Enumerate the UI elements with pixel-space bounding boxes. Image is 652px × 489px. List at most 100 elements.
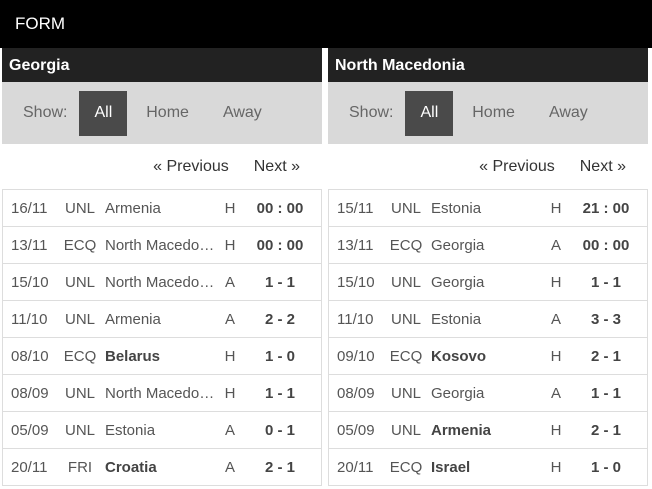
match-row[interactable]: 09/10 ECQ Kosovo H 2 - 1 [329, 338, 647, 375]
match-venue: H [224, 347, 236, 365]
match-row[interactable]: 15/10 UNL North Macedonia A 1 - 1 [3, 264, 321, 301]
match-score: 1 - 0 [264, 347, 295, 365]
match-competition: ECQ [389, 458, 423, 476]
match-row[interactable]: 20/11 FRI Croatia A 2 - 1 [3, 449, 321, 486]
match-venue: H [550, 273, 562, 291]
filter-all-button[interactable]: All [405, 90, 454, 136]
match-score: 00 : 00 [582, 236, 630, 254]
match-row[interactable]: 08/09 UNL North Macedonia H 1 - 1 [3, 375, 321, 412]
match-venue: H [224, 236, 236, 254]
match-opponent: North Macedonia [105, 384, 215, 402]
match-score: 1 - 1 [264, 384, 295, 402]
show-label: Show: [349, 104, 394, 121]
next-link[interactable]: Next » [579, 157, 626, 175]
match-venue: H [550, 458, 562, 476]
match-opponent: Armenia [105, 199, 161, 217]
match-opponent: North Macedonia [105, 236, 215, 254]
match-score: 2 - 1 [264, 458, 295, 476]
match-row[interactable]: 11/10 UNL Estonia A 3 - 3 [329, 301, 647, 338]
match-date: 09/10 [337, 347, 375, 365]
match-date: 08/10 [11, 347, 49, 365]
match-score: 1 - 1 [264, 273, 295, 291]
match-date: 11/10 [337, 310, 374, 328]
filter-away-button[interactable]: Away [222, 104, 262, 121]
team-panel-north-macedonia: North Macedonia Show: All Home Away « Pr… [328, 48, 648, 486]
match-venue: A [224, 273, 235, 291]
match-venue: A [224, 458, 235, 476]
match-competition: ECQ [63, 347, 97, 365]
match-venue: H [224, 199, 236, 217]
match-score: 1 - 1 [590, 273, 621, 291]
match-date: 05/09 [11, 421, 49, 439]
match-date: 08/09 [337, 384, 375, 402]
match-date: 15/10 [11, 273, 49, 291]
match-venue: H [550, 421, 562, 439]
match-venue: H [550, 347, 562, 365]
match-competition: ECQ [63, 236, 97, 254]
filter-home-button[interactable]: Home [472, 104, 515, 121]
match-venue: A [550, 310, 561, 328]
match-opponent: Georgia [431, 273, 485, 291]
match-row[interactable]: 20/11 ECQ Israel H 1 - 0 [329, 449, 647, 486]
match-date: 11/10 [11, 310, 48, 328]
match-opponent: Kosovo [431, 347, 487, 365]
match-opponent: Armenia [105, 310, 161, 328]
match-row[interactable]: 08/09 UNL Georgia A 1 - 1 [329, 375, 647, 412]
match-row[interactable]: 11/10 UNL Armenia A 2 - 2 [3, 301, 321, 338]
filter-away-button[interactable]: Away [548, 104, 588, 121]
previous-link[interactable]: « Previous [153, 157, 229, 175]
match-competition: UNL [64, 384, 95, 402]
match-opponent: Georgia [431, 384, 485, 402]
match-venue: A [224, 310, 235, 328]
match-competition: UNL [390, 421, 421, 439]
team-name: Georgia [2, 48, 322, 82]
match-date: 13/11 [337, 236, 374, 254]
match-row[interactable]: 13/11 ECQ Georgia A 00 : 00 [329, 227, 647, 264]
match-competition: UNL [64, 421, 95, 439]
match-opponent: Estonia [431, 310, 482, 328]
match-score: 0 - 1 [264, 421, 295, 439]
match-competition: UNL [390, 384, 421, 402]
match-opponent: Georgia [431, 236, 485, 254]
match-venue: A [550, 236, 561, 254]
match-row[interactable]: 05/09 UNL Estonia A 0 - 1 [3, 412, 321, 449]
pager: « Previous Next » [328, 144, 648, 189]
match-list: 16/11 UNL Armenia H 00 : 00 13/11 ECQ North Mac… [2, 189, 322, 486]
form-header: FORM [0, 0, 652, 48]
next-link[interactable]: Next » [253, 157, 300, 175]
match-date: 16/11 [11, 199, 48, 217]
match-competition: UNL [390, 310, 421, 328]
match-row[interactable]: 16/11 UNL Armenia H 00 : 00 [3, 190, 321, 227]
match-competition: UNL [64, 199, 95, 217]
match-row[interactable]: 13/11 ECQ North Macedonia H 00 : 00 [3, 227, 321, 264]
match-score: 00 : 00 [256, 199, 304, 217]
match-date: 15/11 [337, 199, 374, 217]
team-name: North Macedonia [328, 48, 648, 82]
match-competition: UNL [64, 310, 95, 328]
match-opponent: Israel [431, 458, 471, 476]
match-opponent: Croatia [105, 458, 157, 476]
match-opponent: Armenia [431, 421, 492, 439]
team-panel-georgia: Georgia Show: All Home Away « Previous N… [2, 48, 322, 486]
filter-all-button[interactable]: All [79, 90, 128, 136]
match-row[interactable]: 15/11 UNL Estonia H 21 : 00 [329, 190, 647, 227]
match-opponent: Estonia [105, 421, 156, 439]
match-venue: A [550, 384, 561, 402]
previous-link[interactable]: « Previous [479, 157, 555, 175]
filter-bar: Show: All Home Away [328, 82, 648, 144]
match-score: 1 - 1 [590, 384, 621, 402]
filter-home-button[interactable]: Home [146, 104, 189, 121]
match-venue: A [224, 421, 235, 439]
match-competition: UNL [390, 273, 421, 291]
match-opponent: Belarus [105, 347, 161, 365]
match-list: 15/11 UNL Estonia H 21 : 00 13/11 ECQ Georgia A 0… [328, 189, 648, 486]
match-row[interactable]: 08/10 ECQ Belarus H 1 - 0 [3, 338, 321, 375]
match-date: 15/10 [337, 273, 375, 291]
match-score: 21 : 00 [582, 199, 630, 217]
pager: « Previous Next » [2, 144, 322, 189]
match-row[interactable]: 05/09 UNL Armenia H 2 - 1 [329, 412, 647, 449]
match-date: 20/11 [337, 458, 374, 476]
match-competition: ECQ [389, 236, 423, 254]
match-score: 00 : 00 [256, 236, 304, 254]
match-row[interactable]: 15/10 UNL Georgia H 1 - 1 [329, 264, 647, 301]
